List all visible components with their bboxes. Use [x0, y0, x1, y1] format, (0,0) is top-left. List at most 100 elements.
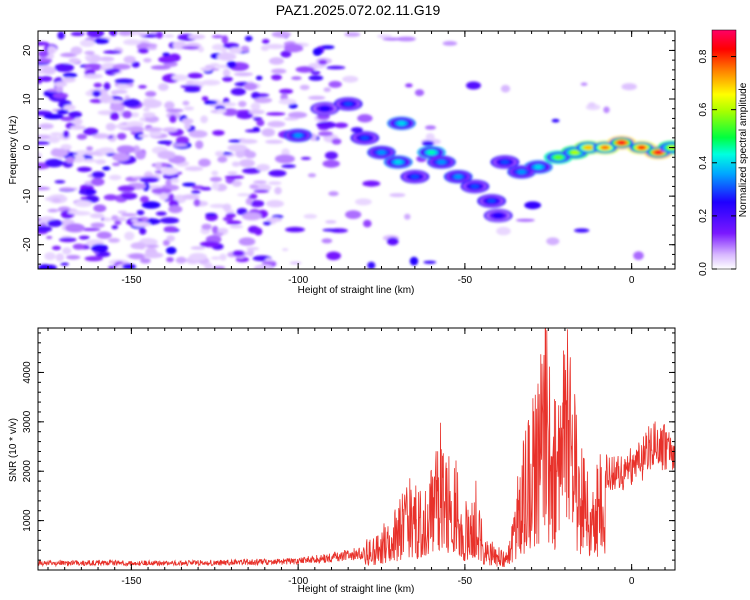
noise-blob: [155, 31, 164, 39]
x-tick-label: -100: [288, 275, 308, 286]
noise-blob: [117, 185, 136, 192]
spectrogram-y-label: Frequency (Hz): [8, 116, 19, 185]
ridge-core: [293, 133, 303, 138]
snr-x-label: Height of straight line (km): [298, 584, 415, 595]
noise-blob: [238, 100, 247, 108]
y-tick-label: -20: [22, 237, 33, 252]
noise-blob: [307, 173, 317, 178]
noise-blob: [136, 210, 145, 216]
noise-blob: [551, 118, 560, 123]
noise-blob: [261, 128, 275, 137]
ridge-core: [637, 145, 646, 150]
noise-blob: [303, 214, 318, 219]
noise-blob: [38, 50, 49, 58]
x-tick-label: -50: [458, 576, 473, 587]
noise-blob: [59, 237, 77, 243]
noise-blob: [117, 210, 127, 214]
y-tick-label: -10: [22, 188, 33, 203]
noise-blob: [143, 107, 150, 112]
noise-blob: [94, 38, 110, 44]
noise-blob: [262, 39, 270, 44]
noise-blob: [51, 245, 62, 251]
noise-blob: [516, 218, 535, 222]
noise-blob: [355, 198, 372, 206]
x-tick-label: -150: [121, 576, 141, 587]
noise-blob: [197, 46, 204, 53]
noise-blob: [77, 166, 92, 172]
noise-blob: [111, 89, 128, 94]
noise-blob: [70, 46, 83, 55]
noise-blob: [414, 89, 425, 97]
noise-blob: [38, 152, 43, 160]
noise-blob: [124, 231, 135, 241]
noise-blob: [320, 45, 335, 50]
noise-blob: [357, 114, 373, 123]
noise-blob: [166, 257, 174, 263]
noise-blob: [200, 186, 212, 191]
noise-blob: [211, 182, 220, 191]
noise-blob: [111, 225, 119, 230]
noise-blob: [123, 98, 141, 108]
ridge-core: [494, 213, 503, 218]
noise-blob: [159, 192, 169, 201]
noise-blob: [54, 81, 68, 88]
spectrogram-x-axis: -150 -100 -50 0: [47, 31, 666, 286]
noise-blob: [78, 235, 90, 240]
noise-blob: [500, 84, 511, 93]
noise-blob: [300, 156, 311, 160]
noise-blob: [102, 166, 111, 171]
noise-blob: [231, 161, 241, 167]
noise-blob: [271, 68, 287, 74]
noise-blob: [92, 90, 102, 97]
noise-blob: [43, 113, 64, 120]
noise-blob: [116, 83, 129, 90]
noise-blob: [318, 59, 328, 65]
noise-blob: [310, 70, 321, 75]
noise-blob: [222, 108, 239, 116]
noise-blob: [42, 66, 56, 75]
noise-blob: [184, 166, 204, 172]
noise-blob: [633, 251, 644, 260]
colorbar-gradient: [711, 29, 737, 270]
noise-blob: [137, 32, 147, 36]
noise-blob: [126, 121, 144, 129]
noise-blob: [89, 213, 105, 219]
noise-blob: [195, 140, 204, 149]
noise-blob: [145, 244, 159, 248]
snr-x-axis: -150 -100 -50 0: [47, 328, 666, 587]
noise-blob: [211, 35, 224, 39]
noise-blob: [328, 80, 342, 88]
noise-blob: [90, 177, 105, 186]
noise-blob: [47, 219, 63, 227]
noise-blob: [99, 56, 115, 62]
noise-blob: [190, 246, 206, 250]
noise-blob: [80, 227, 101, 232]
ridge-core: [654, 150, 663, 155]
noise-blob: [351, 127, 363, 133]
noise-blob: [63, 104, 76, 111]
noise-blob: [68, 57, 81, 64]
noise-blob: [326, 251, 341, 261]
noise-blob: [229, 225, 244, 229]
noise-blob: [587, 102, 596, 108]
noise-blob: [182, 100, 190, 106]
noise-blob: [265, 112, 286, 116]
noise-blob: [217, 228, 229, 233]
noise-blob: [61, 77, 76, 83]
ridge-core: [517, 169, 526, 175]
y-tick-label: 20: [22, 44, 33, 56]
noise-blob: [103, 217, 112, 222]
noise-blob: [222, 76, 233, 82]
noise-blob: [66, 254, 81, 260]
noise-blob: [220, 47, 227, 53]
noise-blob: [63, 130, 70, 138]
noise-blob: [232, 180, 242, 187]
noise-blob: [279, 88, 294, 94]
noise-blob: [221, 102, 237, 107]
noise-blob: [224, 175, 245, 180]
noise-blob: [181, 118, 194, 125]
noise-blob: [163, 34, 175, 38]
ridge-core: [500, 159, 510, 165]
ridge-core: [470, 184, 480, 189]
